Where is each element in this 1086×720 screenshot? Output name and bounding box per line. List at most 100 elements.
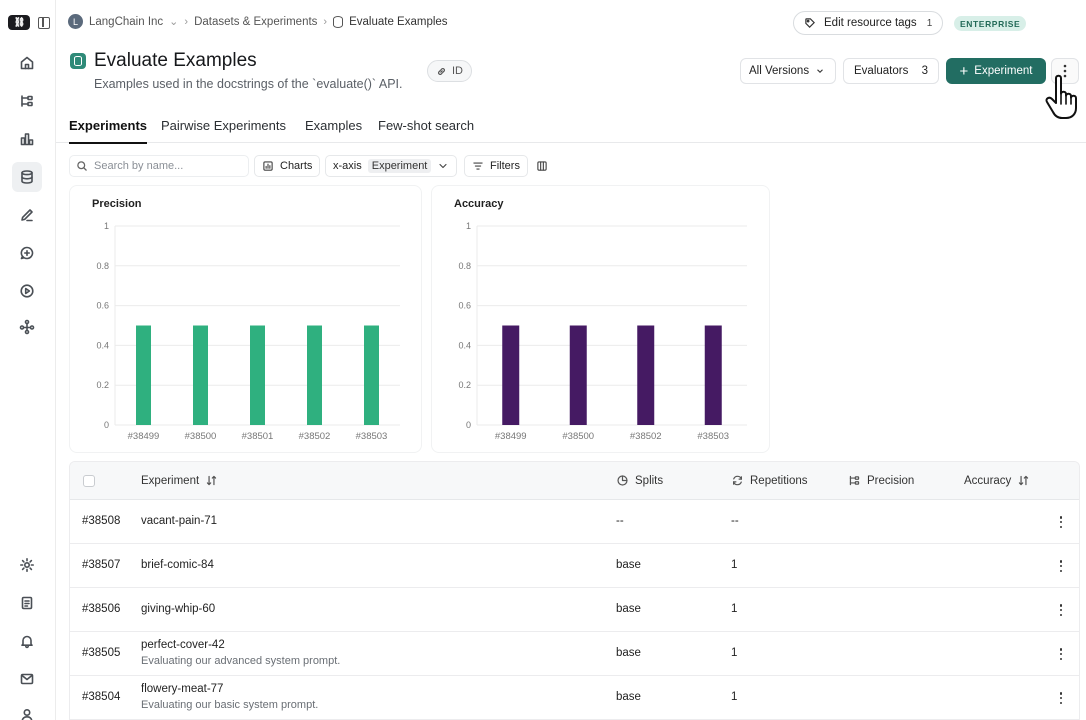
chevron-down-icon[interactable]: ⌄ xyxy=(169,16,179,28)
database-icon xyxy=(333,15,344,28)
nav-deployments-button[interactable] xyxy=(12,312,42,342)
row-name[interactable]: flowery-meat-77 xyxy=(141,683,224,695)
nav-datasets-button[interactable] xyxy=(12,162,42,192)
tab-examples[interactable]: Examples xyxy=(305,118,363,133)
table-row[interactable]: #38506 giving-whip-60 base 1 xyxy=(70,588,1079,632)
row-name[interactable]: giving-whip-60 xyxy=(141,603,216,615)
sidebar-toggle-icon[interactable] xyxy=(38,16,50,29)
column-header-splits[interactable]: Splits xyxy=(616,474,663,487)
x-tick-label: #38500 xyxy=(185,431,217,442)
bar[interactable] xyxy=(704,325,722,426)
nav-playground-button[interactable] xyxy=(12,276,42,306)
evaluators-button[interactable]: Evaluators 3 xyxy=(843,58,939,84)
row-splits: base xyxy=(616,691,641,703)
bar[interactable] xyxy=(502,325,520,426)
new-experiment-label: Experiment xyxy=(974,65,1033,77)
copy-id-button[interactable]: ID xyxy=(427,60,472,82)
table-row[interactable]: #38505 perfect-cover-42 Evaluating our a… xyxy=(70,632,1079,676)
pointer-hand-cursor-icon xyxy=(1045,74,1077,119)
filters-label: Filters xyxy=(490,160,520,172)
sort-icon[interactable] xyxy=(1017,474,1030,487)
column-header-label: Splits xyxy=(635,474,664,487)
row-menu-icon[interactable] xyxy=(1058,558,1064,574)
versions-label: All Versions xyxy=(749,65,810,77)
column-header-experiment[interactable]: Experiment xyxy=(141,474,218,487)
charts-label: Charts xyxy=(280,160,313,172)
gear-icon xyxy=(20,558,34,572)
bar[interactable] xyxy=(250,325,265,426)
nav-settings-button[interactable] xyxy=(12,550,42,580)
row-description: Evaluating our advanced system prompt. xyxy=(141,655,341,667)
tab-experiments[interactable]: Experiments xyxy=(69,118,148,144)
x-tick-label: #38503 xyxy=(356,431,388,442)
columns-button[interactable] xyxy=(531,155,553,177)
row-id: #38508 xyxy=(82,515,121,527)
y-tick-label: 1 xyxy=(466,221,471,231)
nav-annotation-button[interactable] xyxy=(12,200,42,230)
x-tick-label: #38501 xyxy=(242,431,274,442)
rail-header: ⛓ xyxy=(8,15,50,30)
sort-icon[interactable] xyxy=(205,474,218,487)
breadcrumb-section[interactable]: Datasets & Experiments xyxy=(194,15,318,28)
y-tick-label: 0.6 xyxy=(458,301,471,311)
column-header-repetitions[interactable]: Repetitions xyxy=(731,474,808,487)
y-tick-label: 0.8 xyxy=(458,261,471,271)
nav-prompts-button[interactable] xyxy=(12,238,42,268)
row-repetitions: 1 xyxy=(731,603,738,615)
table-row[interactable]: #38504 flowery-meat-77 Evaluating our ba… xyxy=(70,676,1079,720)
nav-home-button[interactable] xyxy=(12,48,42,78)
nav-inbox-button[interactable] xyxy=(12,664,42,694)
tab-few-shot-search[interactable]: Few-shot search xyxy=(378,118,475,133)
search-input[interactable] xyxy=(94,160,244,172)
bar[interactable] xyxy=(364,325,379,426)
row-id: #38507 xyxy=(82,559,121,571)
edit-resource-tags-button[interactable]: Edit resource tags 1 xyxy=(793,11,944,35)
row-menu-icon[interactable] xyxy=(1058,602,1064,618)
filters-button[interactable]: Filters xyxy=(464,155,528,177)
nav-docs-button[interactable] xyxy=(12,588,42,618)
row-menu-icon[interactable] xyxy=(1058,514,1064,530)
bar[interactable] xyxy=(307,325,322,426)
accuracy-chart: Accuracy 0 0.2 0.4 0.6 0.8 1 #38499 #38500 #3850… xyxy=(431,185,770,453)
x-tick-label: #38502 xyxy=(299,431,331,442)
x-axis-value: Experiment xyxy=(367,159,432,173)
bar[interactable] xyxy=(569,325,587,426)
row-name[interactable]: brief-comic-84 xyxy=(141,559,214,571)
row-id: #38505 xyxy=(82,647,121,659)
chart-title: Accuracy xyxy=(454,198,504,210)
row-id: #38504 xyxy=(82,691,121,703)
charts-toggle-button[interactable]: Charts xyxy=(254,155,321,177)
chart-title: Precision xyxy=(92,198,142,210)
play-circle-icon xyxy=(20,284,34,298)
row-menu-icon[interactable] xyxy=(1058,690,1064,706)
x-tick-label: #38499 xyxy=(128,431,160,442)
new-experiment-button[interactable]: + Experiment xyxy=(946,58,1046,84)
bar[interactable] xyxy=(193,325,208,426)
nav-tracing-button[interactable] xyxy=(12,86,42,116)
table-header: Experiment Splits Repetitions Precision … xyxy=(70,462,1079,500)
bar[interactable] xyxy=(637,325,655,426)
select-all-checkbox[interactable] xyxy=(83,475,95,487)
row-name[interactable]: perfect-cover-42 xyxy=(141,639,225,651)
versions-dropdown[interactable]: All Versions xyxy=(740,58,837,84)
nav-account-button[interactable] xyxy=(12,700,42,720)
row-name[interactable]: vacant-pain-71 xyxy=(141,515,218,527)
left-rail: ⛓ xyxy=(0,0,56,720)
nav-notifications-button[interactable] xyxy=(12,626,42,656)
bar[interactable] xyxy=(136,325,151,426)
langsmith-logo-icon[interactable]: ⛓ xyxy=(8,15,30,30)
evaluator-icon xyxy=(849,475,860,486)
tab-pairwise-experiments[interactable]: Pairwise Experiments xyxy=(161,118,286,133)
breadcrumb-org[interactable]: LangChain Inc xyxy=(89,15,164,28)
row-splits: -- xyxy=(616,515,624,527)
chat-plus-icon xyxy=(20,246,34,260)
filter-icon xyxy=(473,162,483,170)
table-row[interactable]: #38508 vacant-pain-71 -- -- xyxy=(70,500,1079,544)
x-axis-dropdown[interactable]: x-axis Experiment xyxy=(325,155,458,177)
search-icon xyxy=(77,161,87,171)
nav-monitoring-button[interactable] xyxy=(12,124,42,154)
row-menu-icon[interactable] xyxy=(1058,646,1064,662)
column-header-precision[interactable]: Precision xyxy=(848,474,914,487)
table-row[interactable]: #38507 brief-comic-84 base 1 xyxy=(70,544,1079,588)
column-header-accuracy[interactable]: Accuracy xyxy=(964,474,1030,487)
